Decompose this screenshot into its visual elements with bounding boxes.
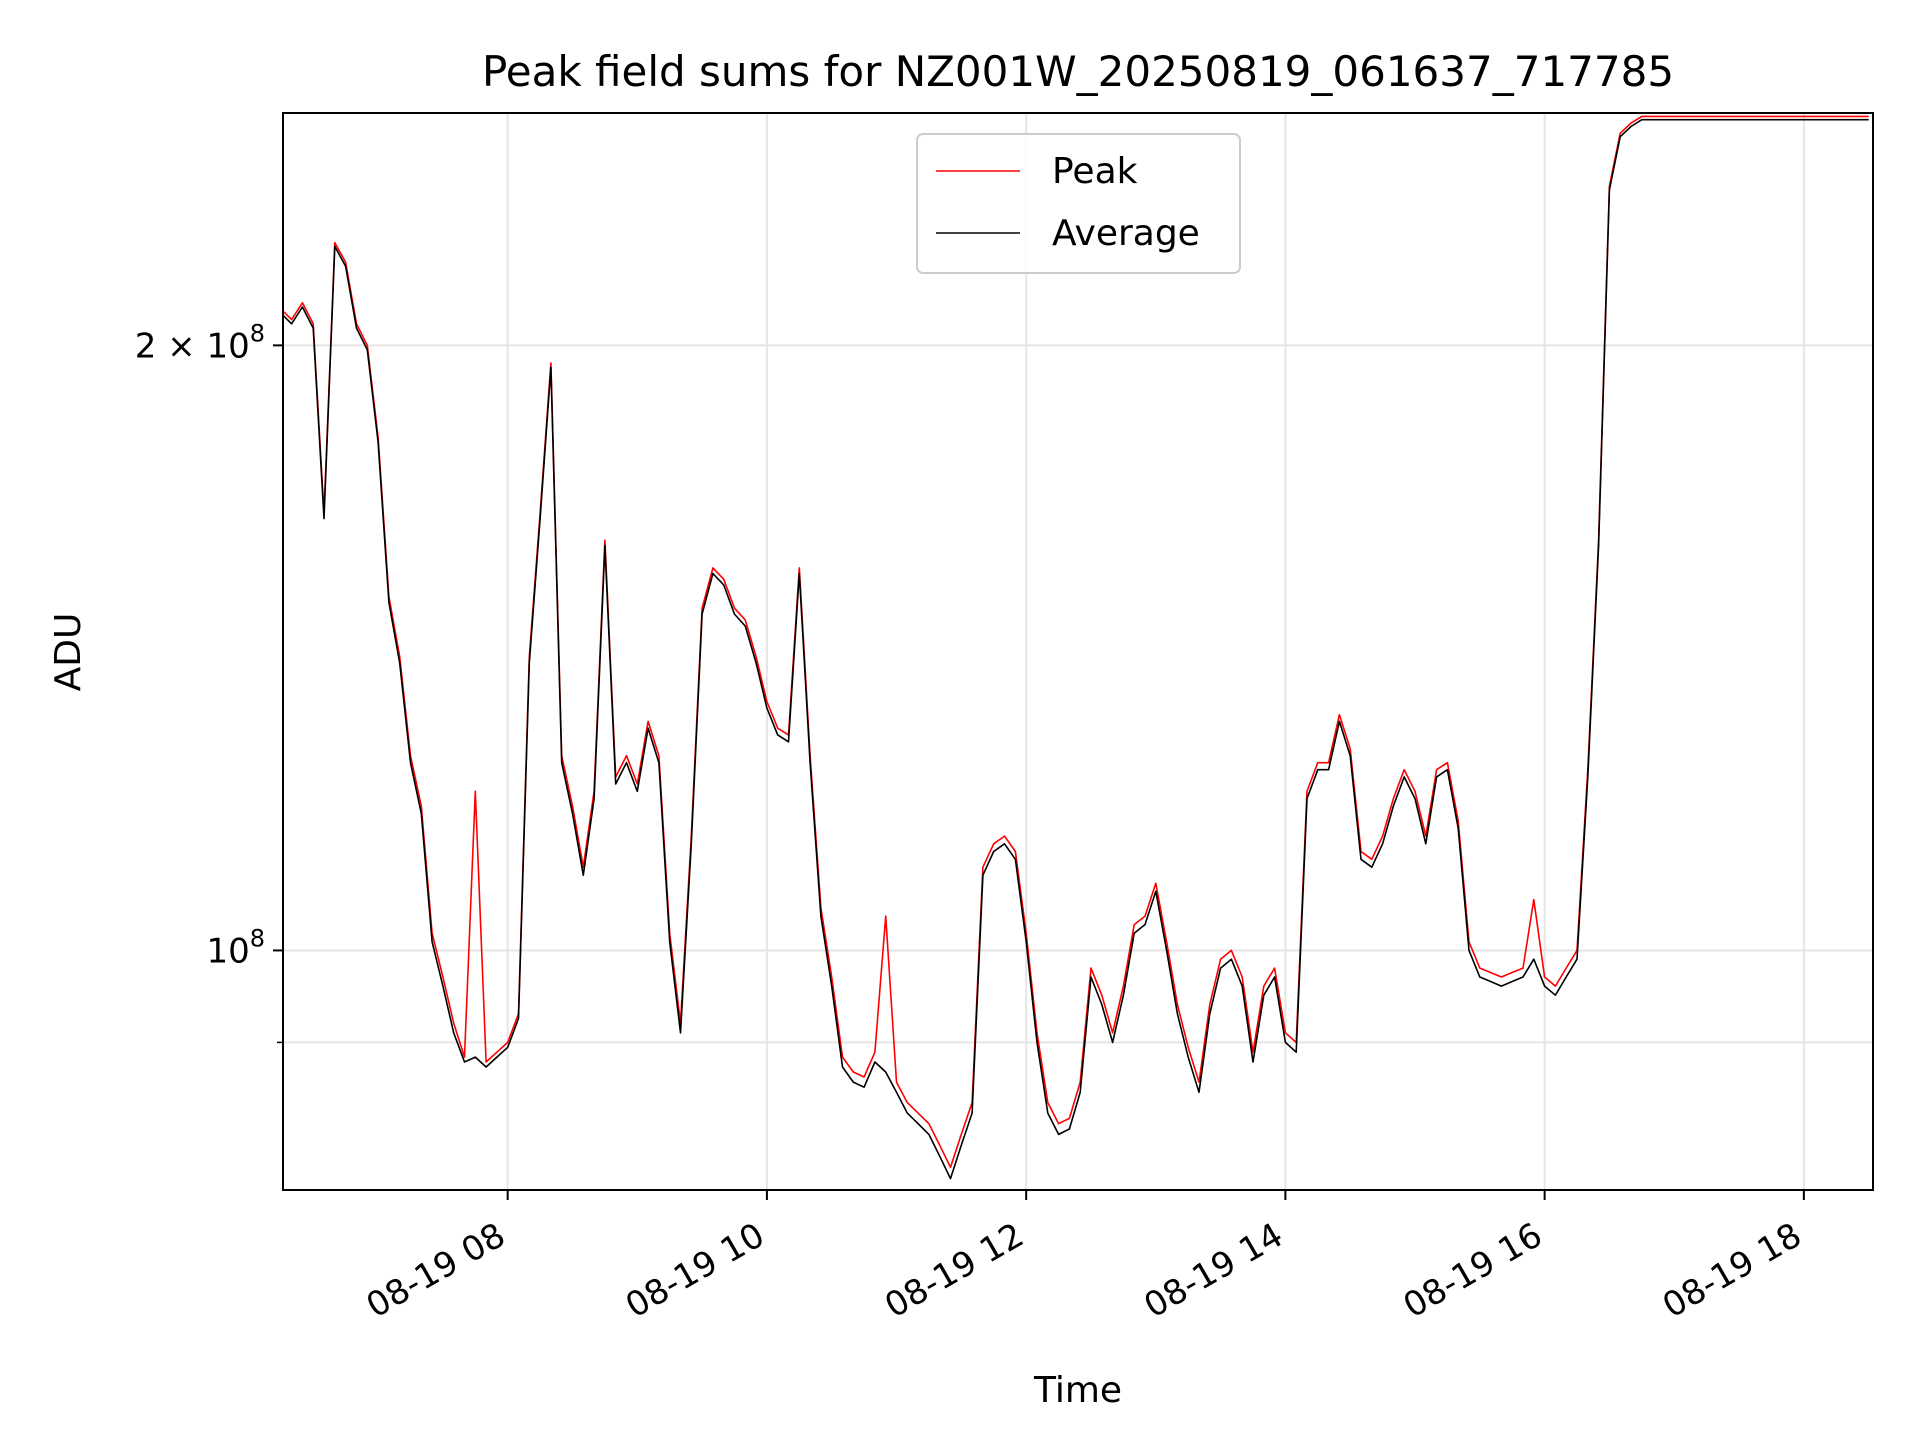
plot-lines [282, 115, 1869, 1180]
grid [283, 113, 1873, 1190]
chart-title: Peak field sums for NZ001W_20250819_0616… [482, 47, 1674, 96]
legend-label-peak: Peak [1052, 151, 1138, 192]
y-tick-label: 2 × 108 [135, 319, 265, 366]
legend: Peak Average [916, 133, 1241, 274]
plot-frame [282, 112, 1874, 1191]
y-axis-label: ADU [48, 613, 89, 692]
series-line-average [282, 118, 1869, 1180]
legend-label-average: Average [1052, 213, 1200, 254]
x-axis-label: Time [1033, 1370, 1122, 1411]
y-axis-ticks: 108 2 × 108 [135, 319, 283, 1044]
y-tick-label: 108 [206, 924, 265, 971]
legend-box [916, 133, 1241, 274]
